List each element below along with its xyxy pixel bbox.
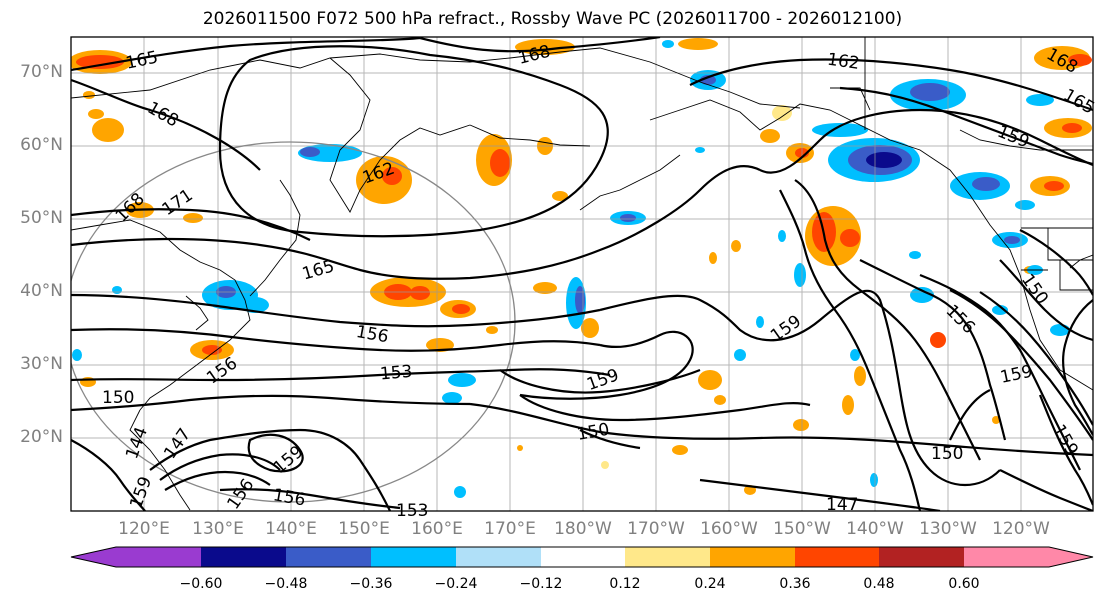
contour-label: 150: [931, 444, 963, 464]
colorbar-tick-label: −0.60: [179, 576, 223, 592]
colorbar-bin: [879, 547, 964, 567]
colorbar-tick-label: 0.48: [863, 576, 895, 592]
negative-anomaly-shading: [72, 40, 1070, 498]
colorbar-tick-label: −0.36: [349, 576, 393, 592]
lon-label: 140°W: [846, 519, 904, 539]
lon-label: 140°E: [265, 519, 317, 539]
colorbar-tick-label: 0.24: [694, 576, 726, 592]
colorbar-bin: [795, 547, 879, 567]
contour-label: 150: [102, 388, 134, 408]
colorbar-bin: [964, 547, 1049, 567]
contour-label: 153: [379, 362, 413, 385]
lon-label: 120°W: [992, 519, 1050, 539]
colorbar-tick-label: 0.36: [779, 576, 811, 592]
colorbar-tick-label: −0.12: [519, 576, 563, 592]
colorbar-bin: [456, 547, 541, 567]
lon-label: 180°W: [554, 519, 612, 539]
lon-label: 130°W: [919, 519, 977, 539]
colorbar: [70, 546, 1094, 568]
lat-label: 30°N: [20, 354, 63, 374]
coastlines: [71, 37, 1093, 511]
positive-anomaly-shading: [71, 38, 1092, 495]
colorbar-tick-label: 0.60: [948, 576, 980, 592]
colorbar-bin: [710, 547, 795, 567]
colorbar-extend-high: [1049, 547, 1093, 567]
lon-label: 120°E: [118, 519, 170, 539]
colorbar-bin: [371, 547, 456, 567]
lat-label: 40°N: [20, 281, 63, 301]
lon-label: 150°W: [773, 519, 831, 539]
lon-label: 170°E: [484, 519, 536, 539]
height-contours: [71, 37, 1093, 511]
colorbar-extend-low: [71, 547, 116, 567]
shading-layer: [71, 38, 1092, 498]
lon-label: 170°W: [627, 519, 685, 539]
colorbar-bin: [201, 547, 286, 567]
lat-label: 20°N: [20, 427, 63, 447]
contour-label: 147: [826, 495, 858, 515]
lat-label: 50°N: [20, 208, 63, 228]
colorbar-bin: [625, 547, 710, 567]
map-frame: [70, 36, 1094, 512]
colorbar-tick-label: 0.12: [609, 576, 641, 592]
colorbar-bin: [541, 547, 625, 567]
lat-label: 70°N: [20, 62, 63, 82]
figure-title: 2026011500 F072 500 hPa refract., Rossby…: [202, 9, 903, 29]
colorbar-tick-label: −0.24: [434, 576, 478, 592]
colorbar-bin: [286, 547, 371, 567]
lon-label: 160°W: [700, 519, 758, 539]
contour-label: 162: [826, 50, 861, 74]
lon-label: 130°E: [192, 519, 244, 539]
lon-label: 160°E: [411, 519, 463, 539]
lon-label: 150°E: [338, 519, 390, 539]
colorbar-tick-label: −0.48: [264, 576, 308, 592]
lat-label: 60°N: [20, 135, 63, 155]
colorbar-bin: [116, 547, 201, 567]
